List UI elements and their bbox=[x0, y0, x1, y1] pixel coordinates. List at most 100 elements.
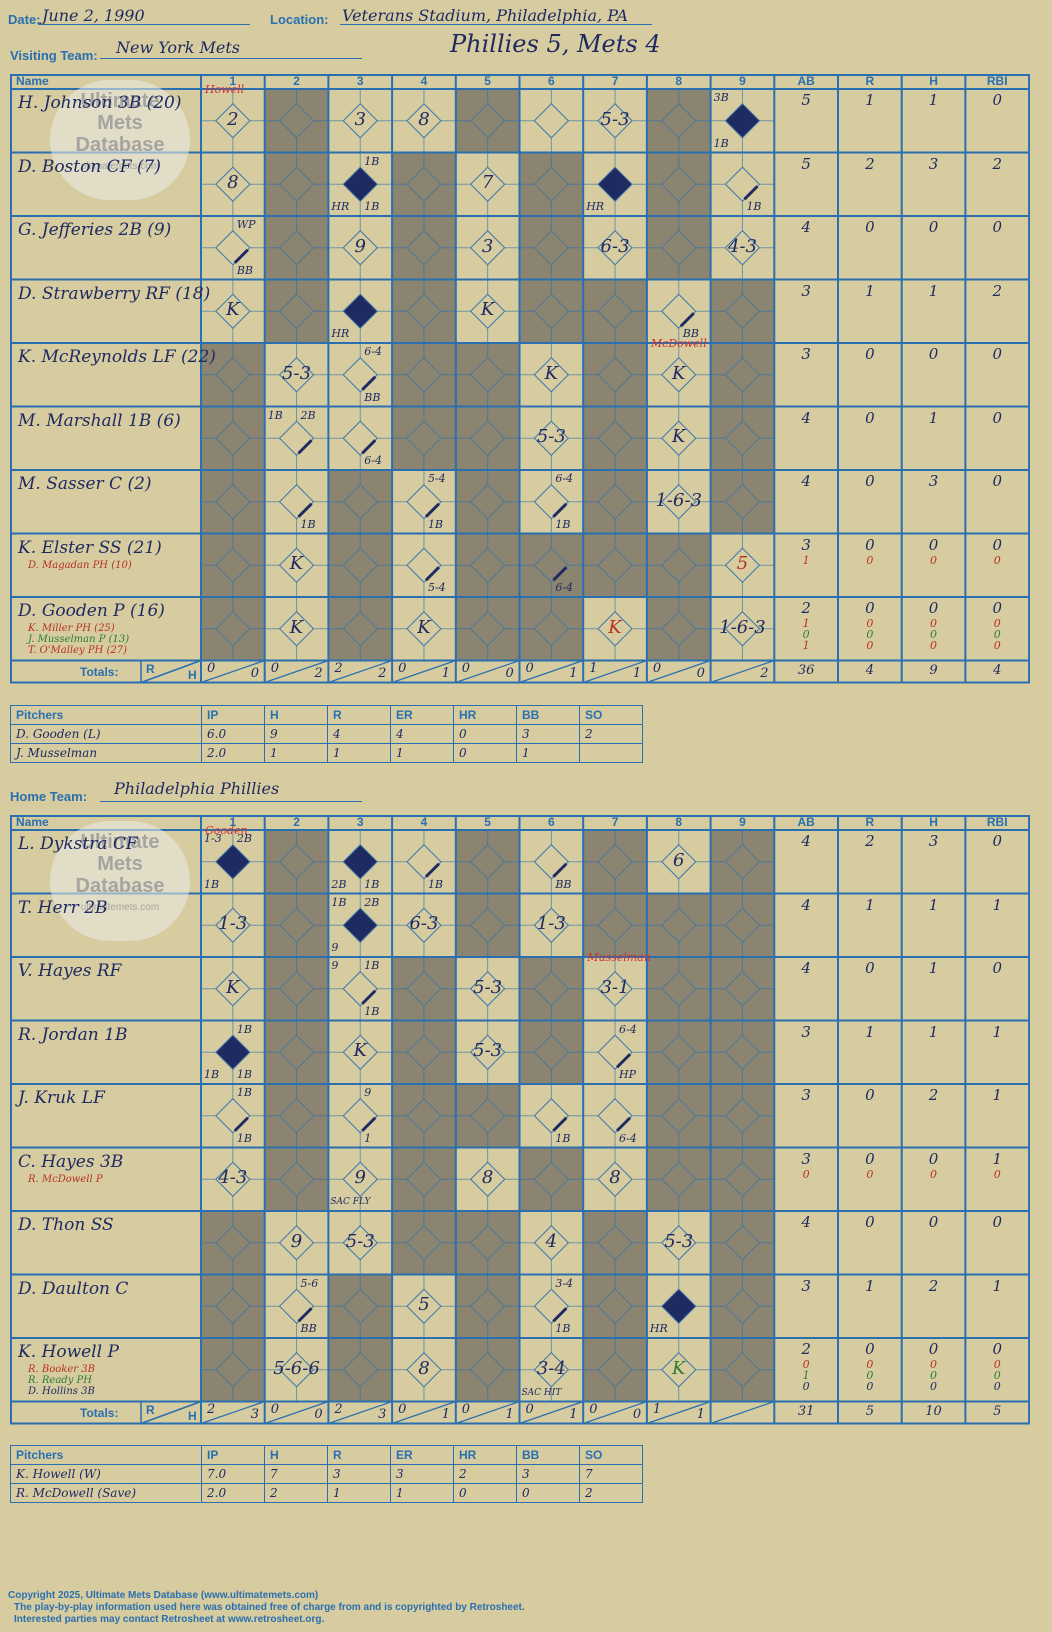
base-diamond bbox=[724, 971, 761, 1007]
pitcher-col-header: R bbox=[327, 1445, 391, 1465]
inning-runs-total: 0 bbox=[461, 1401, 471, 1417]
base-note: 9 bbox=[331, 941, 339, 954]
substitute-name: T. O'Malley PH (27) bbox=[28, 645, 128, 656]
base-note: 6-4 bbox=[364, 345, 382, 358]
base-note: 2B bbox=[364, 895, 380, 909]
col-header-inning: 7 bbox=[611, 815, 619, 829]
player-stat: 4 bbox=[801, 959, 811, 977]
base-note: WP bbox=[236, 218, 256, 231]
visitor-pitchers-table: Pitchers IP H R ER HR BB SO D. Gooden (L) 6.0 9 4 4 0… bbox=[10, 705, 643, 763]
pitcher-stat: 2 bbox=[579, 724, 643, 744]
base-diamond bbox=[278, 103, 315, 139]
pitcher-stat: 1 bbox=[327, 743, 391, 763]
pitcher-col-header: ER bbox=[390, 1445, 454, 1465]
inning-hits-total: 0 bbox=[696, 665, 705, 681]
player-stat: 0 bbox=[866, 639, 874, 652]
player-stat: 3 bbox=[801, 1086, 811, 1104]
pitcher-col-header: IP bbox=[201, 705, 265, 725]
game-location: Veterans Stadium, Philadelphia, PA bbox=[342, 6, 629, 25]
run-scored-diamond bbox=[343, 294, 377, 328]
base-note: 1B bbox=[746, 200, 762, 213]
player-stat: 0 bbox=[802, 628, 810, 641]
col-header-inning: 1 bbox=[229, 74, 237, 88]
player-stat: 5 bbox=[801, 91, 811, 109]
inning-hits-total: 2 bbox=[314, 665, 323, 681]
player-stat: 3 bbox=[801, 1149, 811, 1168]
player-stat: 2 bbox=[865, 154, 875, 173]
inning-runs-total: 1 bbox=[652, 1401, 662, 1417]
inning-hits-total: 3 bbox=[250, 1406, 259, 1422]
player-stat: 1 bbox=[928, 1022, 939, 1041]
col-header-inning: 5 bbox=[484, 815, 491, 829]
base-diamond bbox=[406, 844, 442, 880]
player-stat: 0 bbox=[930, 639, 938, 652]
at-bat-result: 8 bbox=[481, 1167, 494, 1189]
base-diamond bbox=[278, 420, 315, 456]
at-bat-result: 1-6-3 bbox=[719, 616, 766, 638]
player-stat: 0 bbox=[992, 345, 1002, 363]
player-stat: 2 bbox=[992, 154, 1002, 173]
pitcher-stat: 1 bbox=[390, 1483, 454, 1503]
player-stat: 0 bbox=[992, 1340, 1002, 1358]
pitcher-stat: 7 bbox=[264, 1464, 328, 1484]
base-diamond bbox=[406, 103, 442, 139]
basepath-mark bbox=[615, 1116, 632, 1132]
run-scored-diamond bbox=[343, 167, 377, 201]
base-diamond bbox=[215, 1161, 251, 1197]
col-header-stat: H bbox=[929, 74, 938, 88]
basepath-mark bbox=[361, 1116, 377, 1132]
base-note: 5-6 bbox=[300, 1276, 319, 1290]
totals-r-label: R bbox=[146, 1402, 155, 1417]
base-note: 1B bbox=[555, 517, 571, 531]
pitching-change-note: Howell bbox=[205, 83, 245, 96]
player-stat: 0 bbox=[992, 599, 1002, 617]
col-header-inning: 5 bbox=[484, 74, 491, 88]
base-diamond bbox=[342, 1161, 378, 1197]
at-bat-result: 5 bbox=[736, 553, 749, 575]
base-diamond bbox=[533, 844, 570, 880]
base-note: 1B bbox=[364, 154, 380, 168]
pitcher-stat bbox=[579, 743, 643, 763]
at-bat-result: K bbox=[226, 976, 240, 998]
inning-runs-total: 0 bbox=[398, 660, 407, 676]
col-header-inning: 4 bbox=[420, 815, 428, 829]
substitute-name: K. Miller PH (25) bbox=[28, 623, 115, 634]
base-diamond bbox=[342, 971, 378, 1007]
col-header-inning: 8 bbox=[675, 815, 683, 829]
col-header-inning: 2 bbox=[293, 815, 300, 829]
basepath-mark bbox=[233, 1116, 249, 1132]
base-note: 1B bbox=[427, 517, 444, 531]
base-diamond bbox=[724, 1098, 761, 1134]
base-note: 9 bbox=[331, 959, 339, 972]
team-stat-total: 5 bbox=[865, 1403, 874, 1419]
at-bat-result: 1-3 bbox=[536, 913, 566, 935]
pitcher-stat: 0 bbox=[453, 724, 517, 744]
player-stat: 1 bbox=[865, 1276, 875, 1295]
inning-runs-total: 0 bbox=[270, 1401, 279, 1417]
player-stat: 0 bbox=[928, 1213, 939, 1231]
at-bat-result: 3-4 bbox=[536, 1357, 566, 1379]
player-name: K. Howell P bbox=[18, 1342, 119, 1362]
inning-runs-total: 2 bbox=[334, 660, 343, 676]
col-header-inning: 8 bbox=[675, 74, 683, 88]
pitcher-col-header: ER bbox=[390, 705, 454, 725]
at-bat-result: 6-3 bbox=[600, 235, 630, 257]
ultimate-mets-watermark: Ultimate Mets Database ultimatemets.com bbox=[50, 80, 190, 200]
pitcher-stat: 2 bbox=[579, 1483, 643, 1503]
pitcher-stat: 1 bbox=[516, 743, 580, 763]
base-note: 1B bbox=[204, 1068, 220, 1081]
at-bat-result: K bbox=[672, 1357, 686, 1379]
pitcher-stat: 0 bbox=[453, 1483, 517, 1503]
base-diamond bbox=[278, 1098, 315, 1134]
ultimate-mets-watermark: Ultimate Mets Database ultimatemets.com bbox=[50, 821, 190, 941]
player-stat: 4 bbox=[801, 472, 811, 490]
pitcher-col-header: Pitchers bbox=[10, 705, 202, 725]
col-header-stat: AB bbox=[797, 815, 815, 829]
player-stat: 0 bbox=[865, 1086, 875, 1104]
substitute-name: R. Ready PH bbox=[28, 1375, 92, 1386]
at-bat-result: K bbox=[289, 616, 304, 638]
base-note: 5-4 bbox=[427, 472, 446, 485]
base-note: 6-4 bbox=[364, 454, 382, 467]
base-diamond bbox=[215, 971, 251, 1007]
player-stat: 0 bbox=[866, 1167, 874, 1181]
